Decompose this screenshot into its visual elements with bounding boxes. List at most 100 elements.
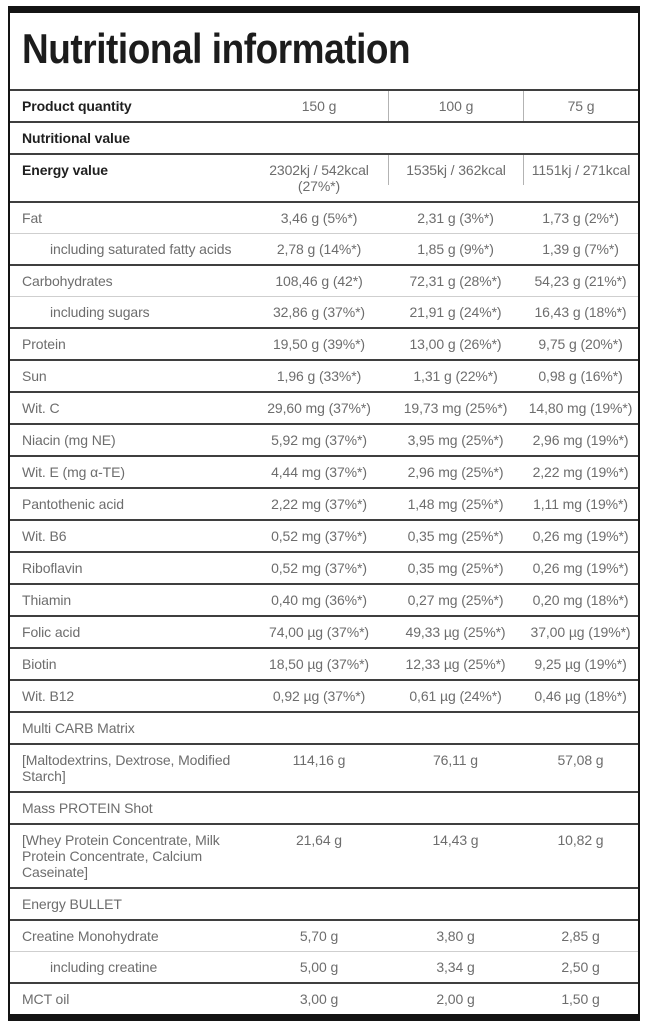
row-value: 0,35 mg (25%*) (407, 560, 504, 576)
row-value: 5,00 g (299, 959, 339, 975)
row-label: Folic acid (22, 624, 81, 640)
row-value: 74,00 µg (37%*) (269, 624, 369, 640)
row-value: 1,31 g (22%*) (413, 368, 498, 384)
row-label: including saturated fatty acids (50, 241, 232, 257)
row-value: 16,43 g (18%*) (534, 304, 627, 320)
table-row: Protein 19,50 g (39%*) 13,00 g (26%*) 9,75 … (10, 327, 638, 359)
row-value: 49,33 µg (25%*) (405, 624, 506, 640)
row-value: 2,78 g (14%*) (276, 241, 362, 257)
row-value: 0,52 mg (37%*) (271, 560, 367, 576)
table-row: Folic acid 74,00 µg (37%*) 49,33 µg (25%*)… (10, 615, 638, 647)
row-label: Carbohydrates (22, 273, 113, 289)
row-label: Mass PROTEIN Shot (22, 800, 153, 816)
row-label: Multi CARB Matrix (22, 720, 135, 736)
table-row: Energy value 2302kj / 542kcal (27%*) 1535k… (10, 153, 638, 201)
row-value: 3,34 g (436, 959, 475, 975)
row-value: 0,46 µg (18%*) (534, 688, 627, 704)
table-row: MCT oil 3,00 g 2,00 g 1,50 g (10, 982, 638, 1014)
row-value: 0,20 mg (18%*) (532, 592, 629, 608)
page-title: Nutritional information (22, 25, 411, 72)
row-value: 1,85 g (9%*) (417, 241, 494, 257)
table-row: [Whey Protein Concentrate, Milk Protein … (10, 823, 638, 887)
row-label: Niacin (mg NE) (22, 432, 116, 448)
row-value: 1,39 g (7%*) (542, 241, 619, 257)
row-label: Wit. C (22, 400, 60, 416)
row-label: Thiamin (22, 592, 72, 608)
row-label: MCT oil (22, 991, 70, 1007)
row-value: 1,96 g (33%*) (276, 368, 362, 384)
row-value: 21,64 g (295, 832, 342, 848)
title-bar: Nutritional information (10, 13, 638, 89)
row-label: including creatine (50, 959, 158, 975)
row-value: 2,50 g (561, 959, 600, 975)
row-value: 100 g (388, 91, 523, 121)
row-value: 2,00 g (436, 991, 475, 1007)
row-value: 0,26 mg (19%*) (532, 528, 629, 544)
row-value: 5,92 mg (37%*) (271, 432, 367, 448)
row-value: 0,27 mg (25%*) (407, 592, 504, 608)
row-label: Wit. E (mg α-TE) (22, 464, 125, 480)
row-value: 2,85 g (561, 928, 600, 944)
table-row: Creatine Monohydrate 5,70 g 3,80 g 2,85 g (10, 919, 638, 951)
section-row: Energy BULLET (10, 887, 638, 919)
table-row: Fat 3,46 g (5%*) 2,31 g (3%*) 1,73 g (2%*) (10, 201, 638, 233)
row-value: 0,52 mg (37%*) (271, 528, 367, 544)
row-value: 5,70 g (299, 928, 339, 944)
row-label: Energy BULLET (22, 896, 122, 912)
row-value: 19,73 mg (25%*) (403, 400, 508, 416)
row-value: 12,33 µg (25%*) (405, 656, 506, 672)
table-row: Carbohydrates 108,46 g (42*) 72,31 g (28%*… (10, 264, 638, 296)
row-label: Creatine Monohydrate (22, 928, 159, 944)
row-label: Energy value (22, 162, 108, 178)
row-value: 2,22 mg (19%*) (532, 464, 629, 480)
table-row: including saturated fatty acids 2,78 g (1… (10, 233, 638, 264)
section-row: Nutritional value (10, 121, 638, 153)
row-label: Product quantity (22, 98, 132, 114)
table-row: including sugars 32,86 g (37%*) 21,91 g (2… (10, 296, 638, 327)
row-label: Pantothenic acid (22, 496, 124, 512)
row-value: 2,96 mg (19%*) (532, 432, 629, 448)
row-value: 2,96 mg (25%*) (407, 464, 504, 480)
row-value: 21,91 g (24%*) (409, 304, 502, 320)
row-label: Nutritional value (22, 130, 130, 146)
row-label: Wit. B6 (22, 528, 67, 544)
row-label: Fat (22, 210, 42, 226)
table-row: Niacin (mg NE) 5,92 mg (37%*) 3,95 mg (25%… (10, 423, 638, 455)
table-row: Sun 1,96 g (33%*) 1,31 g (22%*) 0,98 g (16%… (10, 359, 638, 391)
table-row: Pantothenic acid 2,22 mg (37%*) 1,48 mg (2… (10, 487, 638, 519)
row-value: 2,31 g (3%*) (417, 210, 494, 226)
row-value: 75 g (523, 91, 638, 121)
table-row: [Maltodextrins, Dextrose, Modified Starc… (10, 743, 638, 791)
row-value: 13,00 g (26%*) (409, 336, 502, 352)
row-value: 32,86 g (37%*) (273, 304, 365, 320)
row-value: 1,73 g (2%*) (542, 210, 619, 226)
row-value: 3,95 mg (25%*) (407, 432, 504, 448)
row-value: 0,92 µg (37%*) (272, 688, 366, 704)
row-value: 2302kj / 542kcal (27%*) (269, 162, 369, 194)
nutrition-table: Product quantity 150 g 100 g 75 g Nutritiona… (10, 89, 638, 1014)
row-label: including sugars (50, 304, 150, 320)
table-row: Thiamin 0,40 mg (36%*) 0,27 mg (25%*) 0,20 … (10, 583, 638, 615)
row-value: 76,11 g (433, 752, 478, 768)
table-row: Riboflavin 0,52 mg (37%*) 0,35 mg (25%*) 0,… (10, 551, 638, 583)
row-value: 57,08 g (557, 752, 604, 768)
section-row: Mass PROTEIN Shot (10, 791, 638, 823)
row-value: 150 g (301, 98, 337, 114)
table-row: Wit. B12 0,92 µg (37%*) 0,61 µg (24%*) 0,46… (10, 679, 638, 711)
row-value: 3,80 g (436, 928, 475, 944)
row-value: 14,43 g (432, 832, 479, 848)
row-label: [Whey Protein Concentrate, Milk Protein … (22, 832, 220, 880)
row-value: 1535kj / 362kcal (388, 155, 523, 185)
table-row: Product quantity 150 g 100 g 75 g (10, 89, 638, 121)
nutrition-panel: Nutritional information Product quantity… (8, 6, 640, 1021)
row-value: 1151kj / 271kcal (523, 155, 638, 185)
row-value: 1,50 g (561, 991, 600, 1007)
table-row: Wit. E (mg α-TE) 4,44 mg (37%*) 2,96 mg (2… (10, 455, 638, 487)
row-value: 9,25 µg (19%*) (534, 656, 627, 672)
row-value: 108,46 g (42*) (275, 273, 363, 289)
row-value: 3,00 g (299, 991, 339, 1007)
row-value: 72,31 g (28%*) (409, 273, 502, 289)
table-row: Biotin 18,50 µg (37%*) 12,33 µg (25%*) 9,25… (10, 647, 638, 679)
row-value: 37,00 µg (19%*) (530, 624, 631, 640)
row-value: 0,26 mg (19%*) (532, 560, 629, 576)
